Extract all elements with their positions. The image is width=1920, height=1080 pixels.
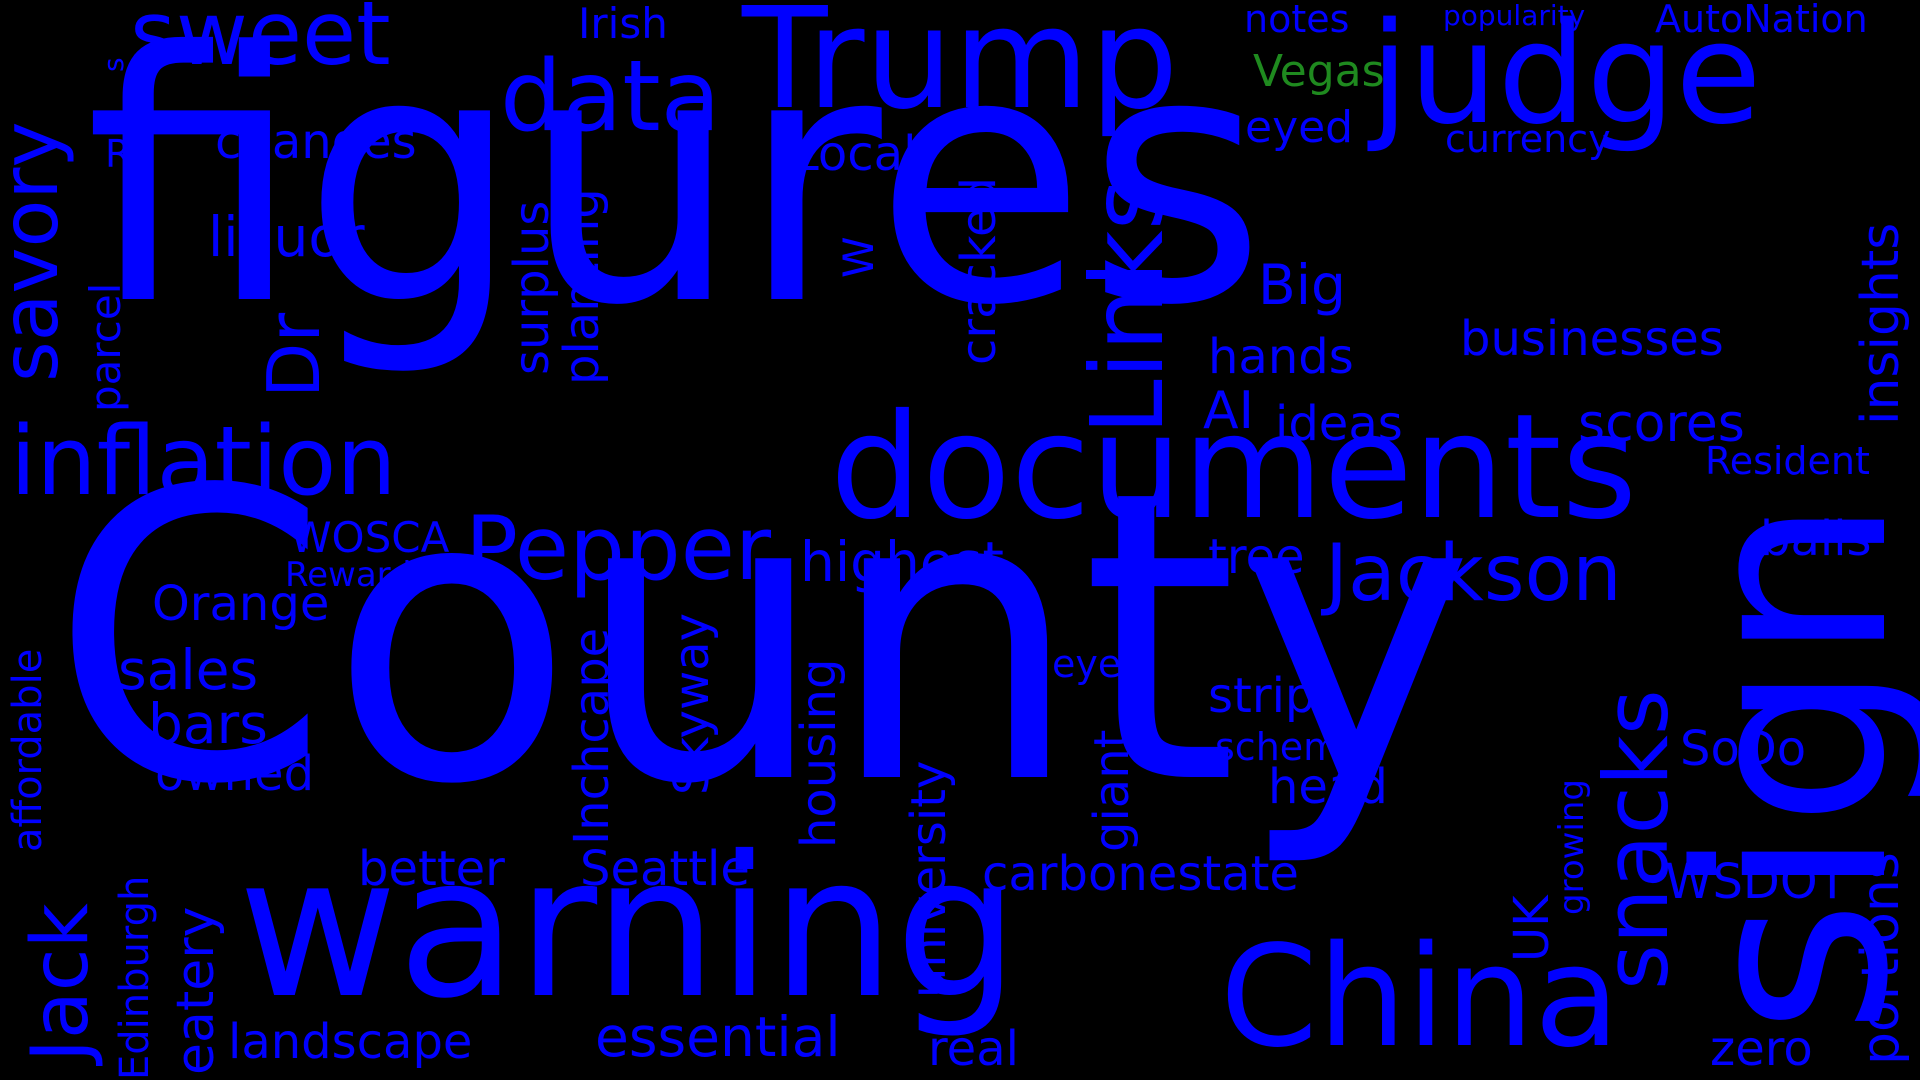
- word-zero: zero: [1710, 1021, 1813, 1077]
- word-landscape: landscape: [228, 1014, 473, 1070]
- word-dr: Dr: [252, 312, 336, 398]
- word-eatery: eatery: [166, 906, 226, 1075]
- word-tree: tree: [1208, 529, 1305, 585]
- word-eyed: eyed: [1245, 102, 1354, 153]
- word-inflation: inflation: [10, 407, 397, 517]
- word-cracked: cracked: [951, 176, 1007, 365]
- word-sodo: SoDo: [1680, 721, 1807, 777]
- word-balls: balls: [1760, 511, 1872, 567]
- word-inchcape: Inchcape: [564, 627, 620, 845]
- word-trump: Trump: [742, 0, 1179, 141]
- word-judge: judge: [1370, 0, 1762, 156]
- word-autonation: AutoNation: [1655, 0, 1868, 41]
- word-links: Links: [1069, 178, 1186, 435]
- word-irish: Irish: [578, 0, 668, 48]
- word-insights: insights: [1851, 222, 1911, 425]
- word-liquor: liquor: [208, 205, 365, 269]
- word-changes: changes: [215, 114, 417, 170]
- word-notes: notes: [1244, 0, 1350, 41]
- word-giant: giant: [1084, 729, 1140, 852]
- word-wsdot: WSDOT: [1665, 854, 1847, 910]
- word-better: better: [358, 841, 505, 897]
- word-surplus: surplus: [504, 200, 560, 375]
- word-currency: currency: [1445, 117, 1611, 161]
- word-big: Big: [1258, 253, 1346, 317]
- word-essential: essential: [595, 1005, 841, 1069]
- word-w: W: [834, 236, 883, 278]
- word-data: data: [500, 40, 721, 154]
- word-portions: portions: [1851, 852, 1911, 1065]
- word-owned: owned: [155, 746, 315, 802]
- word-county: County: [50, 407, 1475, 872]
- word-planting: planting: [554, 188, 610, 385]
- word-scores: scores: [1578, 394, 1745, 454]
- word-hands: hands: [1208, 329, 1354, 385]
- word-rs: Rs: [105, 132, 152, 176]
- word-parcel: parcel: [81, 282, 130, 412]
- word-rewards: Rewards: [285, 555, 430, 595]
- word-eyes: eyes: [1052, 642, 1142, 686]
- word-uk: UK: [1504, 895, 1560, 962]
- word-china: China: [1220, 916, 1620, 1079]
- word-jack: Jack: [16, 903, 106, 1062]
- word-vegas: Vegas: [1253, 46, 1385, 97]
- word-sales: sales: [118, 638, 259, 702]
- word-sweet: sweet: [130, 0, 391, 85]
- word-ideas: ideas: [1275, 396, 1403, 452]
- word-snacks: snacks: [1585, 689, 1688, 990]
- word-orange: Orange: [152, 576, 330, 632]
- word-documents: documents: [830, 383, 1638, 552]
- word-resident: Resident: [1705, 439, 1870, 483]
- word-university: university: [901, 760, 957, 998]
- word-savory: savory: [0, 121, 76, 382]
- word-popularity: popularity: [1443, 0, 1586, 32]
- word-edinburgh: Edinburgh: [112, 875, 158, 1080]
- word-skyway: Skyway: [664, 612, 720, 795]
- word-jackson: Jackson: [1325, 529, 1622, 619]
- word-real: real: [928, 1021, 1019, 1077]
- word-housing: housing: [791, 658, 847, 848]
- word-wosca: WOSCA: [290, 513, 450, 562]
- word-growing: growing: [1552, 779, 1592, 915]
- word-scheme: scheme: [1215, 725, 1364, 769]
- word-local: Local: [792, 126, 917, 182]
- word-highest: highest: [800, 530, 1004, 594]
- word-warning: warning: [238, 814, 1019, 1041]
- word-carbonestate: carbonestate: [982, 846, 1299, 902]
- word-seattle: Seattle: [580, 841, 750, 897]
- word-pepper: Pepper: [465, 497, 772, 600]
- word-bars: bars: [148, 692, 268, 756]
- word-ai: AI: [1203, 381, 1254, 441]
- word-affordable: affordable: [5, 648, 51, 852]
- word-head: head: [1268, 759, 1388, 815]
- word-figures: figures: [85, 0, 1267, 381]
- word-businesses: businesses: [1460, 311, 1724, 367]
- word-s: s: [97, 57, 130, 72]
- word-strip: strip: [1208, 668, 1316, 724]
